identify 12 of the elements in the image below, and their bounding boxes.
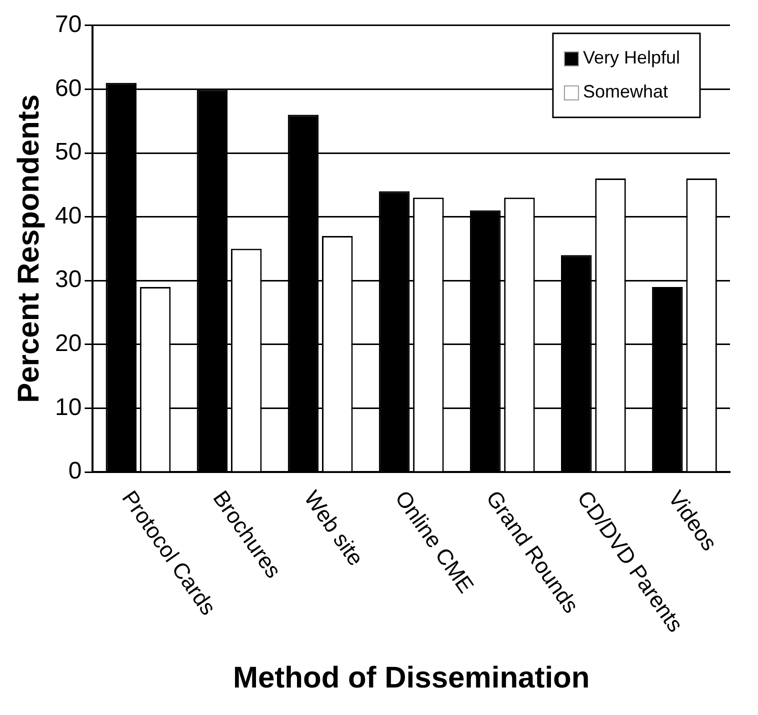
y-tick-label: 50 (54, 138, 82, 166)
y-tick-label: 30 (54, 266, 82, 294)
y-tick-label: 60 (54, 74, 82, 102)
y-tick-label: 0 (68, 458, 82, 485)
y-tick-label: 10 (54, 394, 82, 421)
y-tick-label: 70 (54, 11, 82, 38)
y-tick-label: 40 (54, 202, 82, 230)
y-tick-label: 20 (54, 330, 82, 358)
legend-label: Very Helpful (582, 47, 680, 68)
y-axis-title: Percent Respondents (12, 94, 46, 403)
legend-label: Somewhat (582, 81, 668, 102)
x-axis-title: Method of Dissemination (233, 661, 590, 694)
